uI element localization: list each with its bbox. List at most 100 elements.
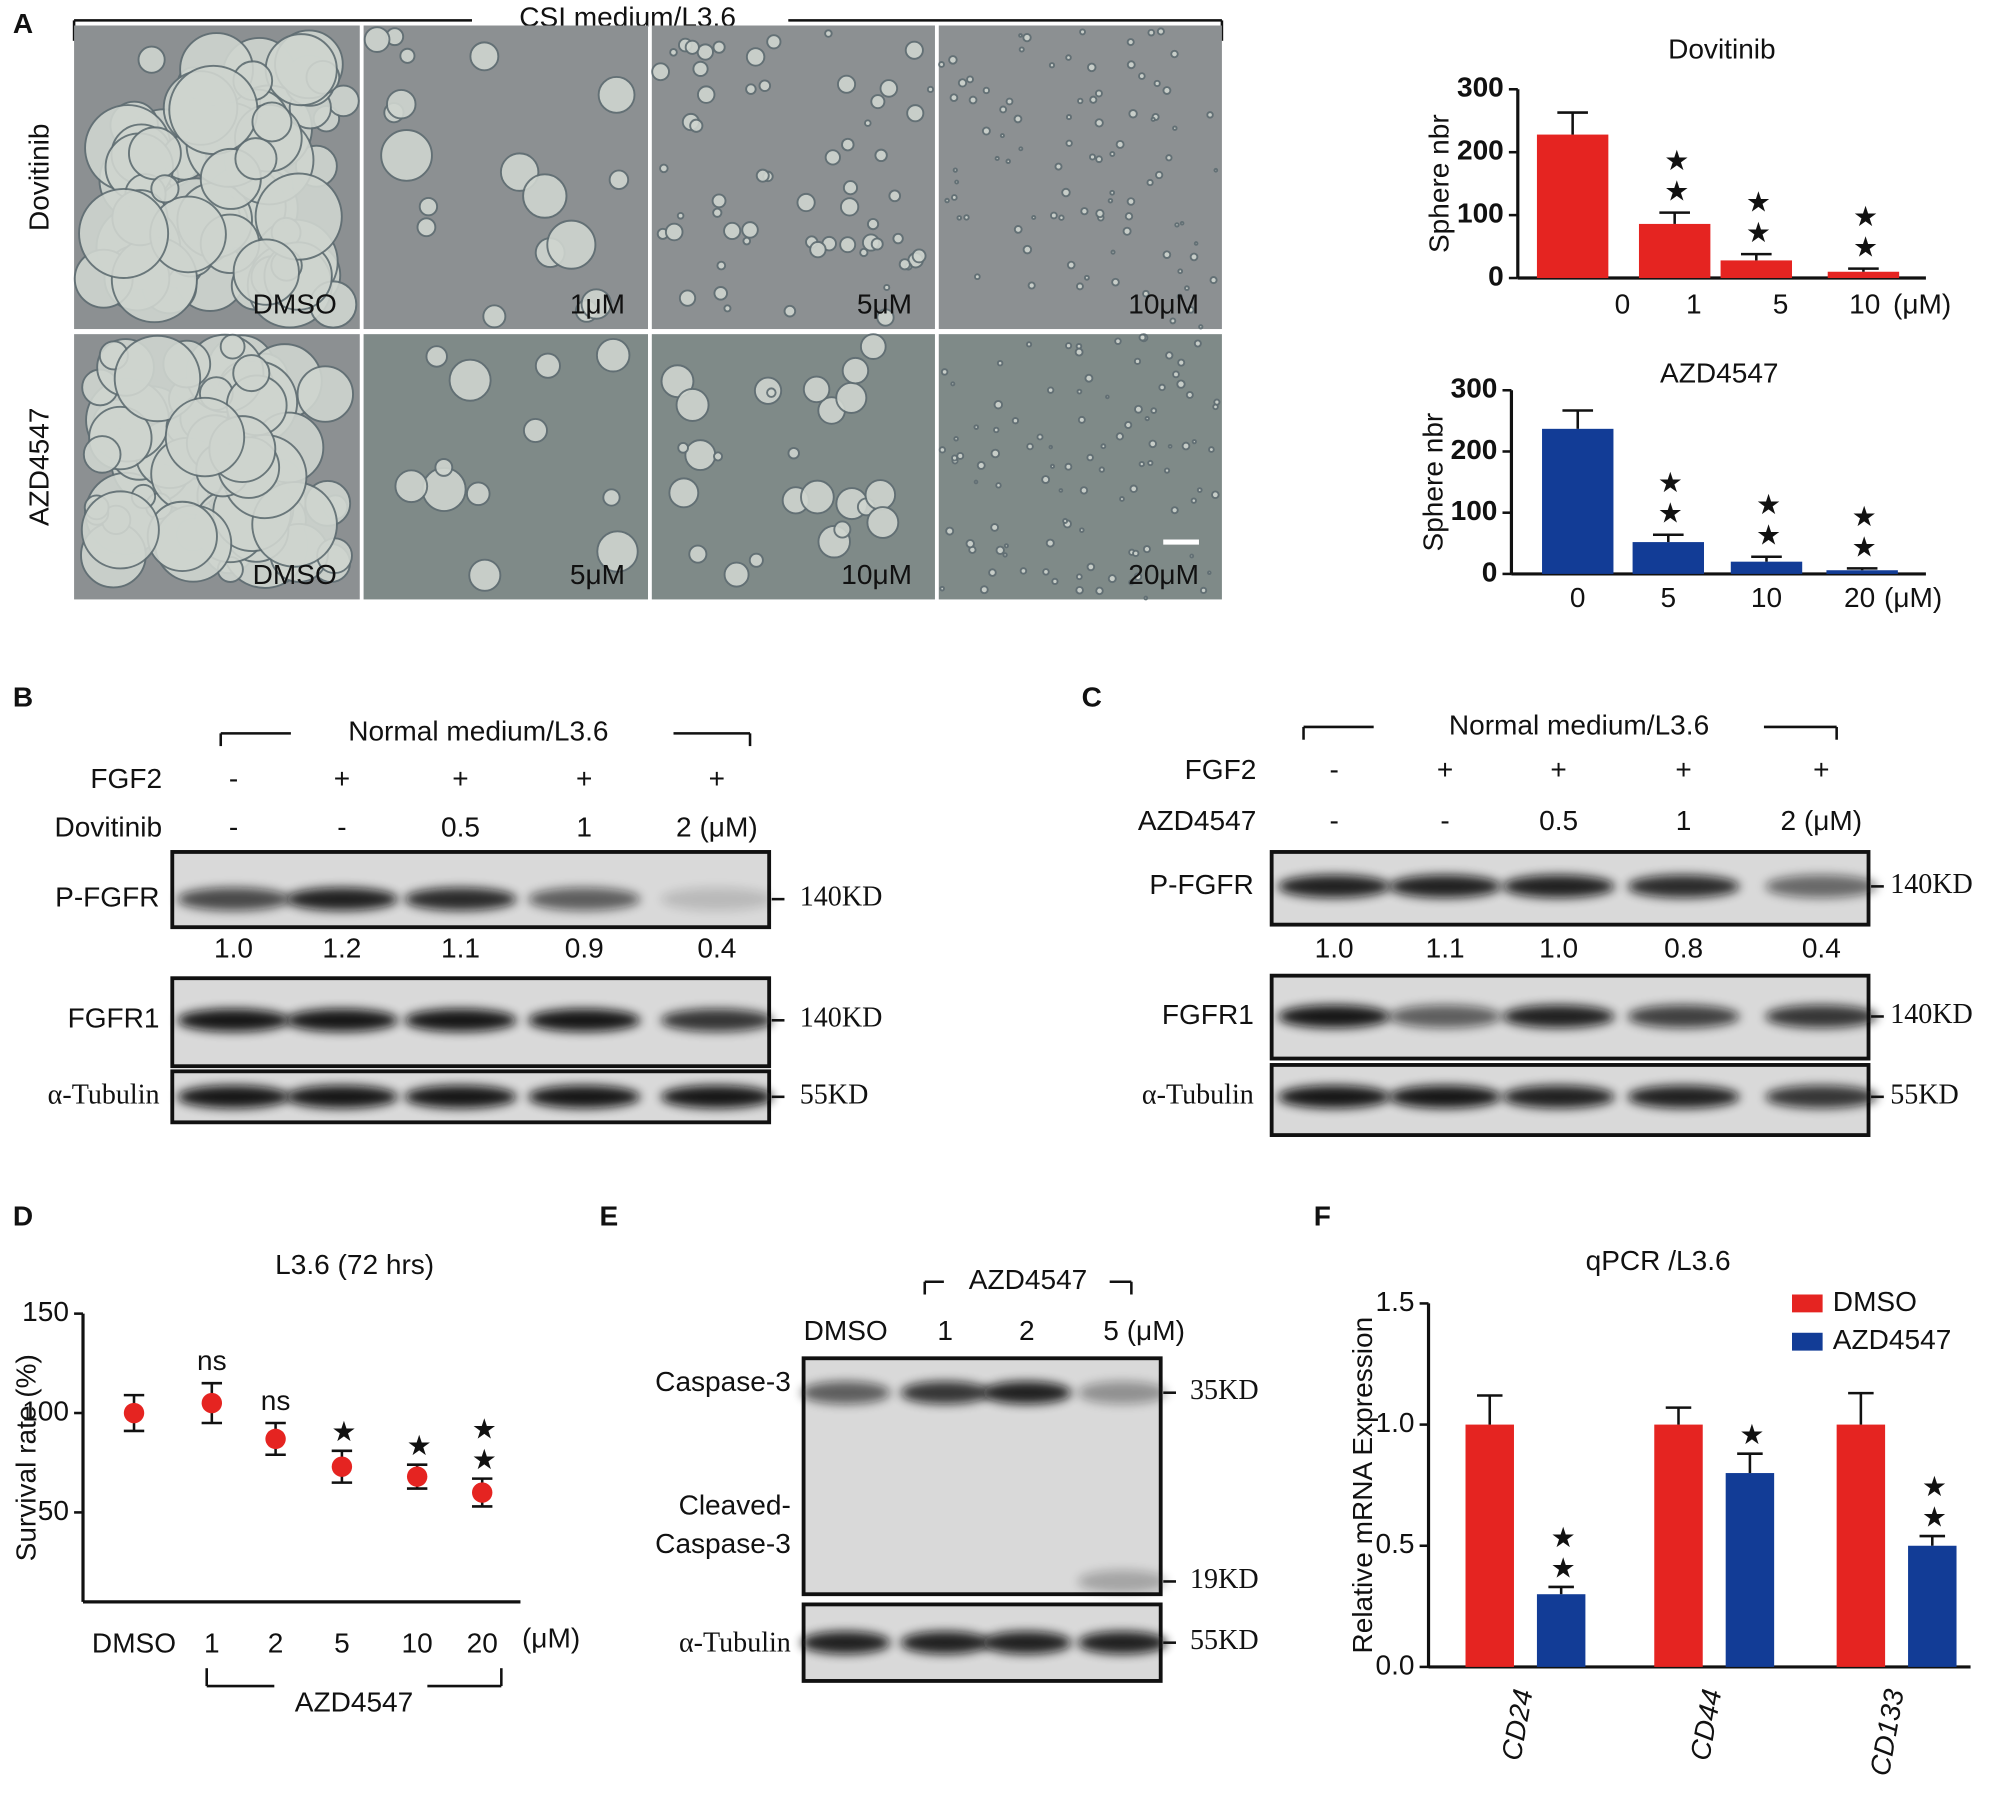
sphere [113, 334, 202, 423]
band-label: FGFR1 [68, 1003, 160, 1034]
sphere [1134, 404, 1143, 414]
sphere [1144, 415, 1150, 422]
sphere [1054, 162, 1063, 171]
sphere [940, 368, 949, 376]
sphere [1049, 463, 1056, 469]
lane-label: 5 (μM) [1103, 1315, 1185, 1346]
sphere [874, 148, 888, 163]
legend-label: DMSO [1833, 1286, 1917, 1317]
sphere [425, 345, 448, 368]
sphere [979, 585, 989, 595]
sphere [1122, 226, 1132, 236]
sphere [712, 451, 724, 462]
micrograph-label: 5μM [857, 288, 912, 319]
sphere [1105, 394, 1110, 400]
sphere [676, 212, 685, 220]
sphere [745, 83, 757, 95]
band [177, 887, 290, 911]
bar [1536, 134, 1609, 279]
sphere [1129, 484, 1138, 494]
y-tick-label: 1.5 [1375, 1286, 1414, 1317]
sphere [938, 446, 947, 454]
size-label: 35KD [1190, 1375, 1259, 1406]
band [1627, 1085, 1740, 1109]
sphere [1088, 153, 1096, 161]
chart-title: qPCR /L3.6 [1586, 1245, 1731, 1276]
sphere [1177, 358, 1186, 367]
sphere [723, 561, 750, 588]
y-tick-label: 150 [22, 1296, 69, 1327]
sphere [802, 375, 831, 404]
sphere [973, 273, 981, 281]
band [1502, 1085, 1615, 1109]
dot [331, 1456, 353, 1477]
sphere [1111, 277, 1120, 287]
sphere [1156, 27, 1165, 36]
band [404, 887, 517, 911]
sphere [824, 29, 833, 38]
band [1765, 1085, 1878, 1109]
panel-label: C [1082, 681, 1102, 712]
sphere [966, 75, 974, 84]
sphere [1049, 211, 1058, 220]
sphere [954, 179, 960, 185]
sphere [800, 479, 835, 515]
panel-label: D [13, 1200, 33, 1231]
micrograph-label: 5μM [570, 559, 625, 590]
sphere [448, 358, 492, 402]
sphere [668, 477, 700, 509]
panel-label: A [13, 8, 33, 39]
x-tick-label: 1 [1686, 288, 1702, 319]
sphere [1189, 553, 1195, 559]
sphere [595, 337, 631, 373]
condition-value: + [1675, 754, 1691, 785]
sphere [1176, 379, 1186, 389]
sphere [1115, 139, 1125, 149]
sphere [608, 169, 630, 191]
sphere [82, 435, 122, 474]
lane-label: 2 [1019, 1315, 1035, 1346]
quantification: 0.9 [565, 933, 604, 964]
sphere [1213, 167, 1219, 173]
sphere [1095, 155, 1103, 164]
sphere [696, 85, 716, 104]
sphere [1158, 383, 1166, 392]
band [1278, 1004, 1391, 1028]
sphere [1154, 170, 1164, 180]
sphere [232, 354, 271, 393]
sphere [841, 356, 870, 385]
sphere [1124, 212, 1134, 221]
band [285, 1085, 399, 1109]
sphere [1077, 97, 1084, 105]
sphere [1086, 453, 1094, 462]
sphere [711, 193, 727, 209]
band [1077, 1381, 1168, 1405]
sphere [824, 149, 841, 166]
size-label: 55KD [800, 1079, 869, 1110]
sphere [976, 460, 986, 470]
bar [1720, 260, 1793, 279]
sphere [748, 552, 764, 568]
band [177, 1008, 290, 1032]
sphere [1207, 570, 1212, 575]
x-tick-label: 1 [204, 1628, 220, 1659]
band [528, 887, 641, 911]
quantification: 1.1 [1426, 933, 1465, 964]
sphere [1079, 486, 1089, 495]
sphere [996, 359, 1004, 367]
sphere [1213, 398, 1221, 406]
quantification: 0.8 [1664, 933, 1703, 964]
sphere [963, 214, 970, 221]
sphere [1208, 446, 1215, 453]
sphere [1062, 517, 1069, 524]
band [660, 1085, 773, 1109]
sphere [1079, 28, 1086, 36]
sphere [870, 94, 886, 110]
band [801, 1381, 891, 1405]
band [1627, 1004, 1740, 1028]
sphere [911, 248, 927, 264]
sphere [1100, 443, 1107, 450]
y-axis-label: Relative mRNA Expression [1347, 1317, 1378, 1654]
sphere [1048, 444, 1054, 450]
